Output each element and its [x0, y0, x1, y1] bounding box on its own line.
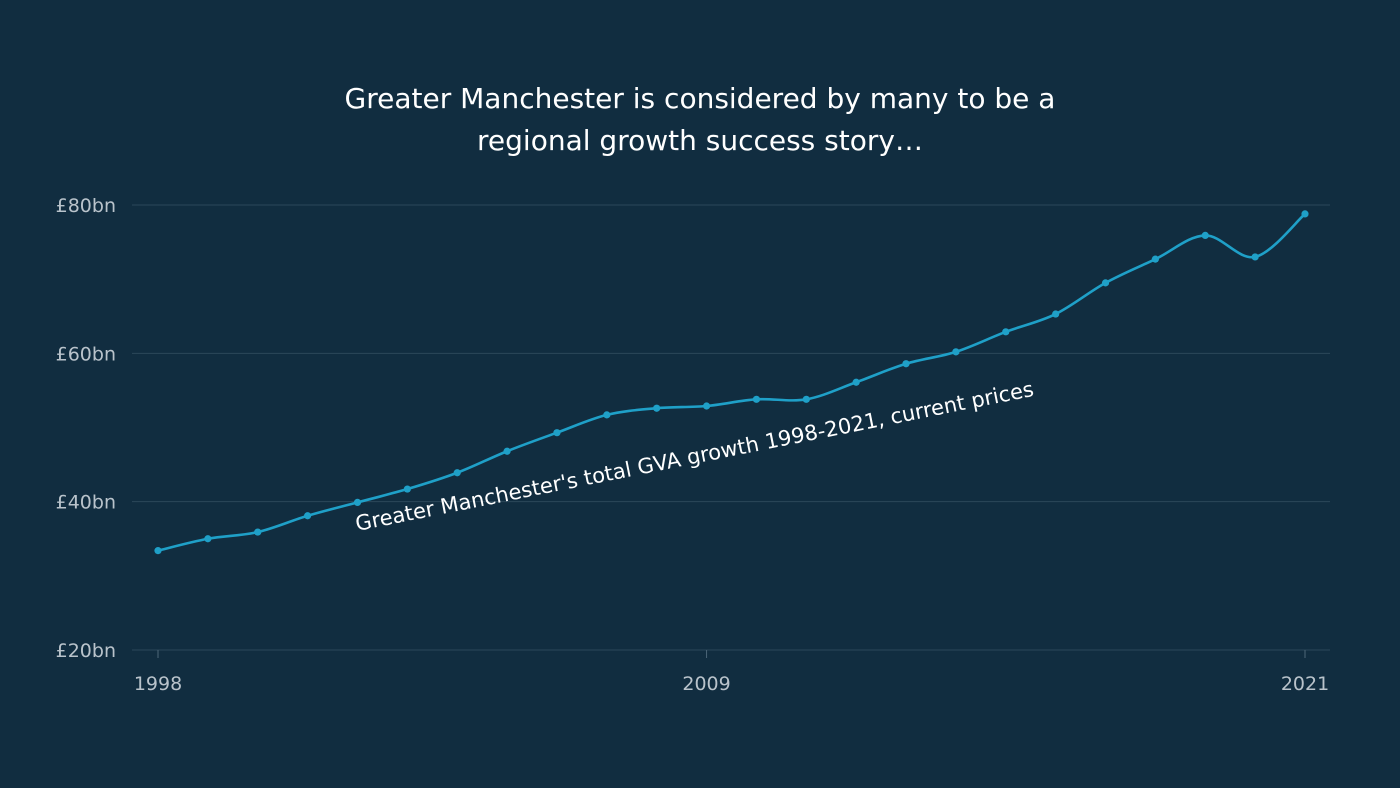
data-point: [1251, 253, 1259, 261]
data-point: [603, 411, 611, 419]
data-point: [304, 512, 312, 520]
y-tick-label: £80bn: [56, 195, 116, 217]
x-tick-label: 2021: [1281, 673, 1329, 695]
data-point: [752, 395, 761, 403]
data-point: [503, 447, 511, 455]
data-point: [1151, 255, 1159, 263]
y-tick-label: £40bn: [56, 492, 116, 514]
data-point: [453, 469, 461, 477]
x-tick-label: 1998: [134, 673, 182, 695]
data-point: [1052, 310, 1060, 318]
axes: [157, 650, 1306, 658]
data-point: [852, 378, 860, 386]
data-point: [1201, 231, 1209, 240]
data-point: [254, 528, 262, 536]
data-point: [204, 535, 212, 543]
data-point: [403, 485, 411, 493]
series-gva: [154, 210, 1309, 555]
gridlines: [132, 204, 1330, 651]
tick-labels: £20bn £40bn £60bn £80bn 1998 2009 2021: [56, 195, 1330, 695]
data-point: [702, 402, 711, 410]
y-tick-label: £60bn: [56, 343, 116, 365]
data-point: [1101, 279, 1110, 287]
y-tick-label: £20bn: [56, 640, 116, 662]
data-point: [952, 348, 960, 356]
data-point: [1301, 210, 1309, 218]
chart-title-line-2: regional growth success story…: [477, 124, 923, 157]
data-point: [353, 498, 362, 507]
data-point: [902, 360, 910, 368]
data-point: [1002, 328, 1010, 336]
chart-title-line-1: Greater Manchester is considered by many…: [345, 82, 1056, 115]
x-tick-label: 2009: [682, 673, 730, 695]
data-point: [553, 429, 561, 437]
data-point: [653, 404, 661, 412]
data-point: [802, 395, 810, 403]
data-point: [154, 547, 162, 555]
